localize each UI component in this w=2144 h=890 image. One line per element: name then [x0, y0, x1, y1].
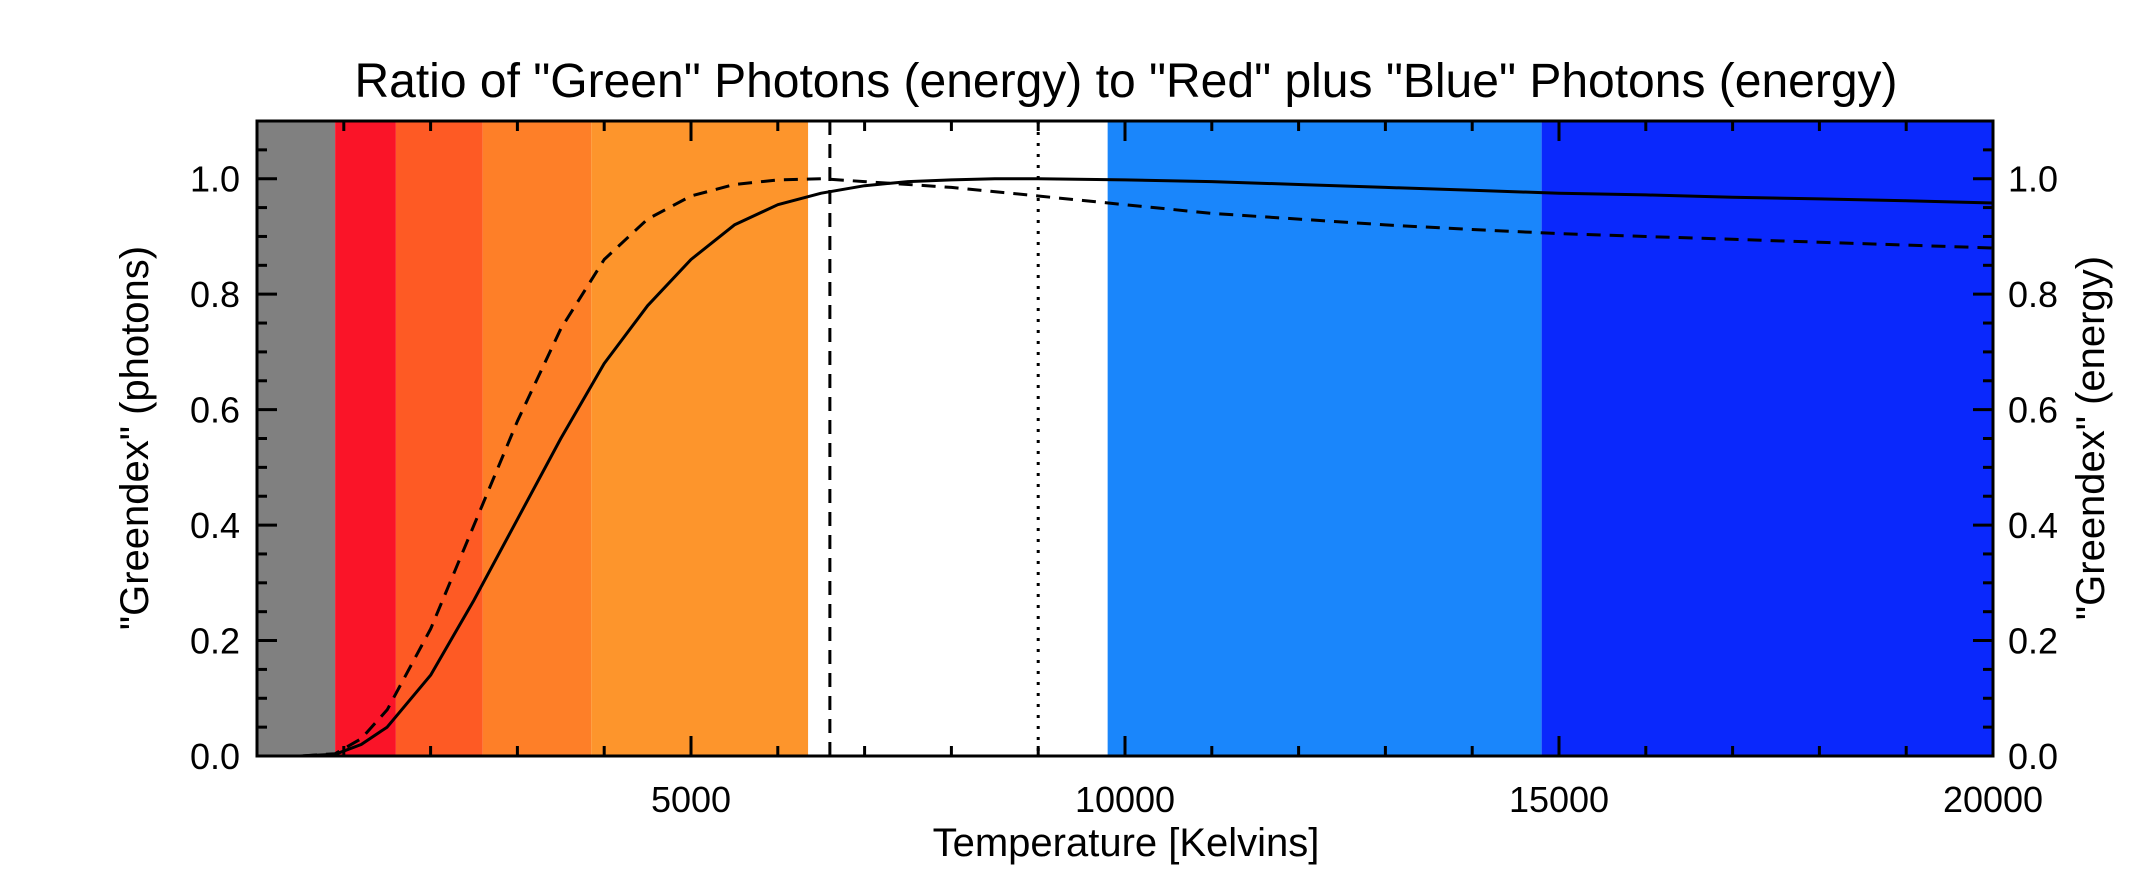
- band-1: [335, 121, 396, 756]
- y-tick-label-left: 0.6: [190, 390, 240, 431]
- band-0: [257, 121, 336, 756]
- y-tick-label-left: 1.0: [190, 159, 240, 200]
- x-tick-label: 15000: [1509, 779, 1609, 820]
- reference-lines: [828, 121, 1040, 756]
- x-tick-label: 5000: [651, 779, 731, 820]
- band-3: [482, 121, 592, 756]
- y-tick-label-right: 0.2: [2008, 621, 2058, 662]
- band-5: [808, 121, 1108, 756]
- y-tick-label-left: 0.8: [190, 274, 240, 315]
- series-line-solid: [257, 177, 1994, 758]
- y-axis-label-right: "Greendex" (energy): [2069, 256, 2113, 620]
- x-tick-label: 20000: [1943, 779, 2043, 820]
- temperature-color-bands: [257, 121, 1993, 756]
- band-7: [1541, 121, 1993, 756]
- chart-title: Ratio of "Green" Photons (energy) to "Re…: [354, 55, 1897, 108]
- band-6: [1107, 121, 1542, 756]
- series-lines: [257, 177, 1994, 758]
- y-tick-label-left: 0.2: [190, 621, 240, 662]
- y-axis-label-left: "Greendex" (photons): [113, 246, 157, 630]
- band-2: [395, 121, 483, 756]
- y-tick-label-right: 0.6: [2008, 390, 2058, 431]
- x-axis-label: Temperature [Kelvins]: [933, 821, 1320, 865]
- y-tick-label-right: 0.0: [2008, 736, 2058, 777]
- band-4: [591, 121, 809, 756]
- x-tick-label: 10000: [1075, 779, 1175, 820]
- y-tick-label-left: 0.0: [190, 736, 240, 777]
- y-tick-label-right: 0.8: [2008, 274, 2058, 315]
- plot-frame: [255, 119, 1995, 758]
- y-tick-label-right: 1.0: [2008, 159, 2058, 200]
- axis-ticks: [257, 121, 1993, 756]
- y-tick-label-left: 0.4: [190, 505, 240, 546]
- y-tick-label-right: 0.4: [2008, 505, 2058, 546]
- series-line-dashed: [257, 177, 1994, 758]
